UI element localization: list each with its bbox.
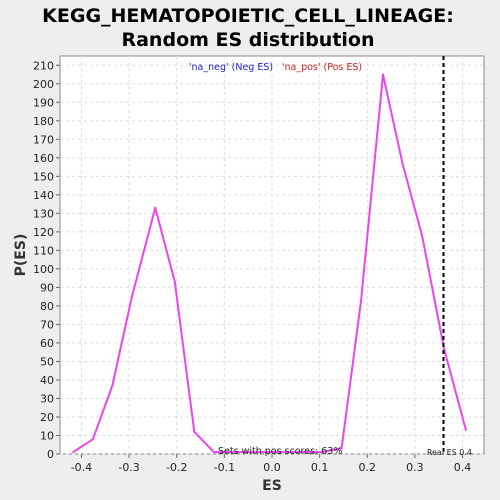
data-point (442, 347, 445, 350)
y-tick-label: 50 (40, 355, 54, 368)
x-tick-label: 0.0 (263, 461, 281, 474)
x-tick-label: -0.3 (118, 461, 139, 474)
data-point (382, 73, 385, 76)
y-tick-label: 150 (33, 170, 54, 183)
x-tick-label: 0.4 (454, 461, 472, 474)
x-tick-label: -0.4 (71, 461, 92, 474)
chart-subtitle: Random ES distribution (121, 29, 374, 51)
y-tick-label: 70 (40, 318, 54, 331)
data-point (130, 295, 133, 298)
y-tick-label: 30 (40, 392, 54, 405)
y-tick-label: 110 (33, 244, 54, 257)
y-tick-label: 140 (33, 189, 54, 202)
data-point (72, 451, 75, 454)
data-point (464, 428, 467, 431)
series-line (72, 73, 467, 454)
y-tick-label: 130 (33, 207, 54, 220)
x-axis-title: ES (262, 478, 282, 494)
data-point (360, 299, 363, 302)
legend-pos: 'na_pos' (Pos ES) (282, 62, 362, 73)
y-tick-label: 210 (33, 59, 54, 72)
x-tick-label: 0.1 (311, 461, 329, 474)
data-point (111, 384, 114, 387)
real-es-label: Real ES 0.4 (427, 448, 472, 457)
y-tick-label: 200 (33, 78, 54, 91)
y-tick-label: 100 (33, 263, 54, 276)
series-layer (72, 73, 467, 454)
x-axis: -0.4 -0.3 -0.2 -0.1 0.0 0.1 0.2 0.3 0.4 (71, 454, 472, 474)
y-tick-label: 80 (40, 300, 54, 313)
x-tick-label: -0.1 (214, 461, 235, 474)
y-tick-label: 180 (33, 115, 54, 128)
y-tick-label: 120 (33, 226, 54, 239)
y-tick-label: 90 (40, 281, 54, 294)
data-point (212, 451, 215, 454)
data-point (401, 162, 404, 165)
y-tick-label: 20 (40, 411, 54, 424)
y-tick-label: 170 (33, 133, 54, 146)
data-point (340, 447, 343, 450)
y-tick-label: 10 (40, 429, 54, 442)
pos-score-annotation: Sets with pos scores: 63% (218, 446, 342, 457)
data-point (91, 438, 94, 441)
x-tick-label: 0.3 (406, 461, 424, 474)
x-tick-label: 0.2 (359, 461, 377, 474)
data-point (154, 206, 157, 209)
y-axis-title: P(ES) (13, 234, 29, 277)
x-tick-label: -0.2 (166, 461, 187, 474)
y-tick-label: 60 (40, 337, 54, 350)
data-point (421, 234, 424, 237)
y-tick-label: 40 (40, 374, 54, 387)
y-axis: 0 10 20 30 40 50 60 70 80 90 100 110 120 130 140 150 160… (33, 59, 60, 461)
chart-title: KEGG_HEMATOPOIETIC_CELL_LINEAGE: (42, 5, 454, 27)
data-point (193, 430, 196, 433)
data-point (173, 280, 176, 283)
y-tick-label: 190 (33, 96, 54, 109)
legend-neg: 'na_neg' (Neg ES) (189, 62, 273, 73)
y-tick-label: 0 (47, 448, 54, 461)
y-tick-label: 160 (33, 152, 54, 165)
data-point (320, 451, 323, 454)
